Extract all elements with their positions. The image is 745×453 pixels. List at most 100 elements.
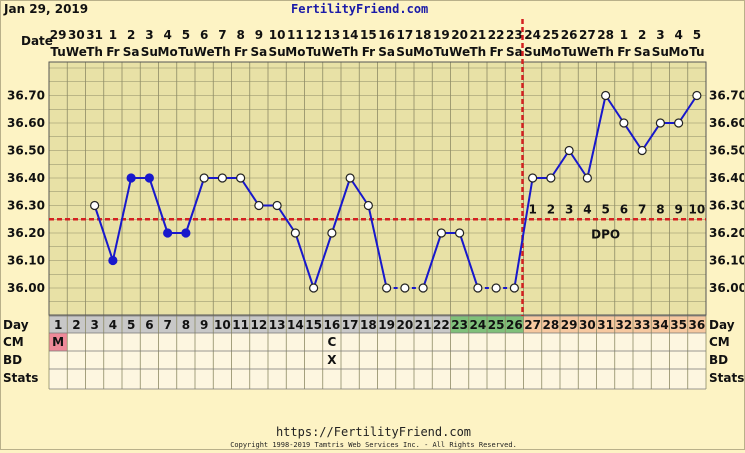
day-cell — [596, 316, 615, 333]
bd-value: X — [327, 353, 337, 367]
day-number: 23 — [451, 318, 468, 332]
weekday-label: We — [577, 45, 598, 59]
weekday-label: Sa — [378, 45, 395, 59]
date-label: 26 — [561, 28, 578, 42]
date-label: 21 — [470, 28, 487, 42]
row-label-right: Stats — [709, 371, 744, 385]
date-label: 12 — [305, 28, 322, 42]
day-number: 19 — [378, 318, 395, 332]
weekday-label: Tu — [178, 45, 193, 59]
day-cell — [377, 316, 396, 333]
site-title[interactable]: FertilityFriend.com — [291, 2, 429, 16]
temperature-point — [272, 200, 282, 211]
plot-border — [48, 61, 707, 316]
site-url-link[interactable]: https://FertilityFriend.com — [275, 425, 472, 439]
day-cell — [505, 316, 524, 333]
weekday-label: Fr — [106, 45, 119, 59]
date-label: 30 — [68, 28, 85, 42]
date-label: 15 — [360, 28, 377, 42]
dpo-number: 2 — [547, 202, 555, 216]
day-number: 27 — [524, 318, 541, 332]
weekday-label: Fr — [234, 45, 247, 59]
day-cell — [231, 316, 250, 333]
row-label-left: BD — [3, 353, 22, 367]
temperature-point — [90, 200, 100, 211]
day-number: 36 — [689, 318, 706, 332]
day-number: 32 — [616, 318, 633, 332]
series-segment — [276, 204, 297, 234]
dpo-number: 1 — [528, 202, 536, 216]
day-cell — [67, 316, 86, 333]
row-label-right: Day — [709, 318, 735, 332]
temperature-point — [126, 173, 136, 183]
day-number: 10 — [214, 318, 231, 332]
weekday-label: We — [194, 45, 215, 59]
temperature-point — [217, 173, 227, 183]
day-number: 11 — [232, 318, 249, 332]
date-label: 7 — [218, 28, 226, 42]
series-segment — [623, 122, 643, 152]
weekday-label: Mo — [541, 45, 561, 59]
weekday-label: Th — [342, 45, 359, 59]
series-segment — [111, 177, 133, 261]
temperature-point — [254, 200, 264, 211]
series-segment — [330, 177, 352, 234]
weekday-label: Su — [524, 45, 541, 59]
day-cell — [304, 316, 323, 333]
day-cell — [158, 316, 177, 333]
temperature-point — [674, 118, 684, 128]
temperature-point — [528, 173, 538, 183]
date-label: 13 — [324, 28, 341, 42]
weekday-label: Mo — [669, 45, 689, 59]
date-label: 28 — [597, 28, 614, 42]
day-cell — [176, 316, 195, 333]
dpo-number: 8 — [656, 202, 664, 216]
day-number: 21 — [415, 318, 432, 332]
series-segment — [294, 232, 315, 289]
series-segment — [312, 232, 333, 289]
temperature-point — [290, 228, 300, 238]
temperature-point — [619, 118, 629, 128]
date-label: 10 — [269, 28, 286, 42]
series-segment — [586, 95, 607, 179]
day-number: 25 — [488, 318, 505, 332]
day-number: 29 — [561, 318, 578, 332]
day-cell — [395, 316, 414, 333]
date-label: 4 — [674, 28, 682, 42]
weekday-label: Su — [396, 45, 413, 59]
date-label: 17 — [397, 28, 414, 42]
series-segment — [422, 232, 443, 289]
temperature-point — [108, 255, 118, 266]
date-label: 19 — [433, 28, 450, 42]
date-label: 29 — [50, 28, 67, 42]
day-cell — [49, 316, 68, 333]
weekday-label: Fr — [489, 45, 502, 59]
day-number: 20 — [397, 318, 414, 332]
series-segment — [239, 177, 260, 207]
date-label: 1 — [620, 28, 628, 42]
ytick-label-right: 36.50 — [709, 144, 744, 158]
day-cell — [85, 316, 104, 333]
date-label: 25 — [543, 28, 560, 42]
day-cell — [213, 316, 232, 333]
date-label: 3 — [145, 28, 153, 42]
series-segment — [513, 177, 534, 289]
ytick-label-left: 36.30 — [7, 199, 45, 213]
day-cell — [341, 316, 360, 333]
weekday-label: Sa — [251, 45, 268, 59]
ytick-label-right: 36.30 — [709, 199, 744, 213]
day-number: 1 — [54, 318, 62, 332]
ytick-label-right: 36.20 — [709, 226, 744, 240]
series-segment — [458, 232, 479, 289]
day-cell — [249, 316, 268, 333]
day-number: 4 — [109, 318, 117, 332]
day-cell — [651, 316, 670, 333]
weekday-label: Mo — [413, 45, 433, 59]
day-number: 22 — [433, 318, 450, 332]
day-cell — [614, 316, 633, 333]
day-cell — [268, 316, 287, 333]
ytick-label-left: 36.60 — [7, 116, 45, 130]
weekday-label: We — [449, 45, 470, 59]
